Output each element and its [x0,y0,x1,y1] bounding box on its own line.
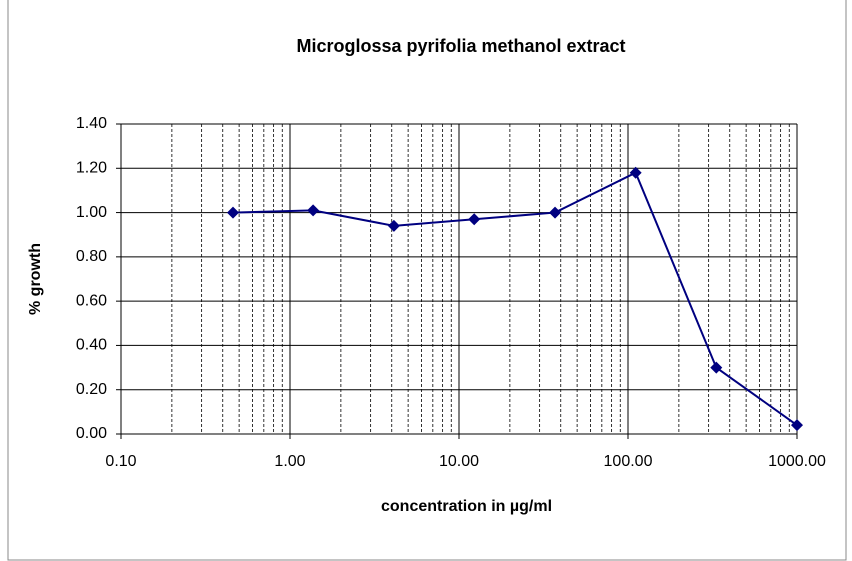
data-point [549,206,562,219]
x-tick-label: 10.00 [439,453,479,470]
y-tick-label: 0.80 [76,248,107,265]
chart-frame [7,0,847,561]
data-point [629,166,642,179]
y-tick-label: 0.60 [76,292,107,309]
y-tick-label: 1.20 [76,160,107,177]
y-tick-label: 1.40 [76,115,107,132]
chart-title: Microglossa pyrifolia methanol extract [296,36,625,56]
x-axis-label: concentration in µg/ml [381,498,552,515]
x-tick-label: 0.10 [105,453,136,470]
data-point [791,419,803,432]
data-point [227,206,240,219]
data-point [307,204,320,217]
x-tick-label: 1000.00 [768,453,826,470]
y-tick-label: 0.00 [76,425,107,442]
data-point [468,213,481,226]
y-tick-label: 0.20 [76,381,107,398]
x-tick-label: 100.00 [604,453,653,470]
x-tick-label: 1.00 [274,453,305,470]
y-tick-label: 1.00 [76,204,107,221]
data-line [232,171,798,426]
y-axis-label: % growth [27,243,44,315]
data-point [387,219,400,232]
y-tick-label: 0.40 [76,337,107,354]
data-point [710,361,723,374]
